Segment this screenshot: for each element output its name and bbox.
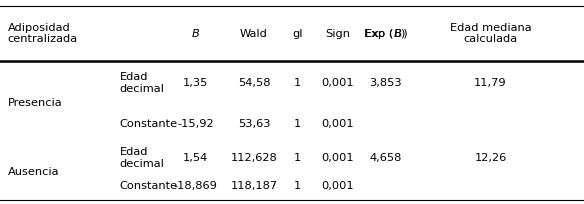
Text: B: B bbox=[192, 29, 200, 39]
Text: 1,35: 1,35 bbox=[183, 78, 208, 88]
Text: 0,001: 0,001 bbox=[321, 181, 354, 191]
Text: 118,187: 118,187 bbox=[231, 181, 277, 191]
Text: Wald: Wald bbox=[240, 29, 268, 39]
Text: Exp ( B ): Exp ( B ) bbox=[364, 29, 407, 39]
Text: 1: 1 bbox=[294, 181, 301, 191]
Text: Edad
decimal: Edad decimal bbox=[120, 147, 165, 169]
Text: 12,26: 12,26 bbox=[474, 153, 507, 163]
Text: 1,54: 1,54 bbox=[183, 153, 208, 163]
Text: 0,001: 0,001 bbox=[321, 153, 354, 163]
Text: Ausencia: Ausencia bbox=[8, 167, 59, 177]
Text: Exp ($B$): Exp ($B$) bbox=[364, 27, 406, 41]
Text: Edad
decimal: Edad decimal bbox=[120, 72, 165, 94]
Text: Constante: Constante bbox=[120, 119, 178, 130]
Text: 4,658: 4,658 bbox=[369, 153, 402, 163]
Text: 1: 1 bbox=[294, 78, 301, 88]
Text: Adiposidad
centralizada: Adiposidad centralizada bbox=[8, 23, 78, 44]
Text: 0,001: 0,001 bbox=[321, 119, 354, 130]
Text: -18,869: -18,869 bbox=[173, 181, 218, 191]
Text: Presencia: Presencia bbox=[8, 98, 62, 108]
Text: 1: 1 bbox=[294, 119, 301, 130]
Text: 0,001: 0,001 bbox=[321, 78, 354, 88]
Text: 11,79: 11,79 bbox=[474, 78, 507, 88]
Text: -15,92: -15,92 bbox=[178, 119, 214, 130]
Text: 1: 1 bbox=[294, 153, 301, 163]
Text: Edad mediana
calculada: Edad mediana calculada bbox=[450, 23, 531, 44]
Text: gl: gl bbox=[293, 29, 303, 39]
Text: 3,853: 3,853 bbox=[369, 78, 402, 88]
Text: Sign: Sign bbox=[325, 29, 350, 39]
Text: 53,63: 53,63 bbox=[238, 119, 270, 130]
Text: Constante: Constante bbox=[120, 181, 178, 191]
Text: 54,58: 54,58 bbox=[238, 78, 270, 88]
Text: 112,628: 112,628 bbox=[231, 153, 277, 163]
